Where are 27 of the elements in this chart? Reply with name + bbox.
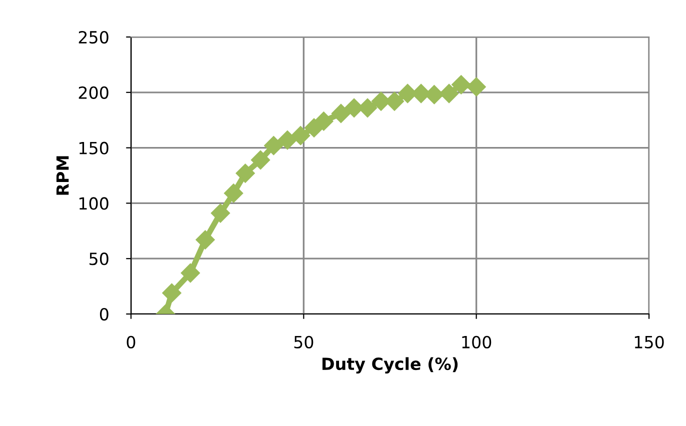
y-tick-label: 250 <box>78 30 108 44</box>
point <box>452 75 471 94</box>
point <box>440 84 459 104</box>
point <box>314 112 334 131</box>
point <box>180 263 200 283</box>
y-tick-label: 200 <box>78 86 108 99</box>
point <box>331 104 350 123</box>
y-tick-label: 150 <box>79 142 108 154</box>
y-tick-label: 100 <box>79 197 108 210</box>
point <box>278 130 297 150</box>
point <box>466 77 486 96</box>
x-tick-label: 100 <box>462 336 492 348</box>
point <box>250 150 270 170</box>
x-axis-title: Duty Cycle (%) <box>322 357 458 374</box>
x-tick-label: 50 <box>294 336 314 348</box>
point <box>196 230 215 250</box>
point <box>224 184 244 203</box>
point <box>236 164 255 183</box>
x-tick-label: 0 <box>126 336 136 348</box>
point <box>162 283 182 302</box>
y-tick-label: 0 <box>100 308 108 321</box>
point <box>210 204 230 223</box>
y-axis-title: RPM <box>56 156 69 195</box>
point <box>264 136 284 156</box>
y-tick-label: 50 <box>90 252 108 266</box>
x-tick-label: 150 <box>634 336 664 348</box>
point <box>291 126 310 146</box>
